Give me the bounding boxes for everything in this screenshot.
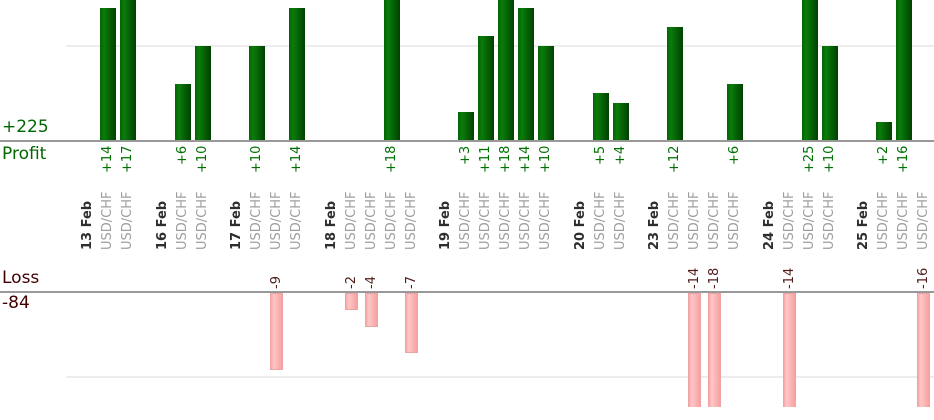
profit-axis-title: Profit [2, 144, 47, 164]
date-label: 19 Feb [438, 200, 453, 250]
profit-axis-line [0, 140, 934, 142]
date-label: 16 Feb [154, 200, 170, 250]
date-label: 20 Feb [572, 200, 588, 250]
symbol-label: USD/CHF [821, 191, 837, 251]
symbol-label: USD/CHF [781, 191, 797, 251]
profit-bar [289, 8, 305, 141]
profit-bar [801, 0, 818, 141]
loss-value-label: -18 [707, 267, 722, 289]
loss-axis-title: Loss [2, 268, 40, 288]
loss-gridline-10 [66, 376, 934, 378]
symbol-label: USD/CHF [612, 191, 628, 251]
loss-value-label: -9 [269, 276, 284, 289]
profit-bar [612, 103, 629, 141]
symbol-label: USD/CHF [687, 191, 702, 251]
profit-bar [194, 46, 211, 141]
symbol-label: USD/CHF [478, 191, 493, 251]
loss-value-label: -16 [916, 267, 931, 289]
profit-bar [458, 112, 474, 141]
symbol-label: USD/CHF [249, 191, 264, 251]
symbol-label: USD/CHF [174, 191, 190, 251]
loss-bar [782, 293, 796, 407]
symbol-label: USD/CHF [876, 191, 891, 251]
symbol-label: USD/CHF [363, 191, 379, 251]
symbol-label: USD/CHF [801, 191, 817, 251]
symbol-label: USD/CHF [289, 191, 304, 251]
loss-bar [364, 293, 378, 327]
profit-bar [100, 8, 116, 141]
loss-value-label: -4 [363, 276, 379, 289]
profit-bar [896, 0, 912, 141]
profit-plot-area [0, 0, 934, 141]
symbol-label: USD/CHF [194, 191, 210, 251]
date-label: 13 Feb [80, 200, 95, 250]
symbol-label: USD/CHF [707, 191, 722, 251]
symbol-label: USD/CHF [538, 191, 553, 251]
symbol-label: USD/CHF [458, 191, 473, 251]
loss-axis-line [0, 291, 934, 293]
loss-total-label: -84 [2, 293, 30, 313]
symbol-label: USD/CHF [498, 191, 513, 251]
date-label: 18 Feb [323, 200, 339, 250]
symbol-label: USD/CHF [100, 191, 115, 251]
symbol-label: USD/CHF [403, 191, 419, 251]
symbol-label: USD/CHF [383, 191, 399, 251]
loss-bar [708, 293, 721, 407]
symbol-label: USD/CHF [269, 191, 284, 251]
symbol-label: USD/CHF [592, 191, 608, 251]
symbol-label: USD/CHF [343, 191, 359, 251]
symbol-label: USD/CHF [727, 191, 742, 251]
loss-bar [404, 293, 418, 353]
profit-bar [120, 0, 136, 141]
date-label: 24 Feb [761, 200, 777, 250]
profit-bar [727, 84, 743, 141]
loss-value-label: -7 [403, 276, 419, 289]
profit-bar [518, 8, 534, 141]
symbol-label: USD/CHF [667, 191, 682, 251]
date-label: 17 Feb [229, 200, 244, 250]
loss-bar [917, 293, 930, 407]
profit-bar [478, 36, 494, 141]
loss-value-label: -14 [781, 267, 797, 289]
loss-value-label: -14 [687, 267, 702, 289]
profit-total-label: +225 [2, 117, 49, 137]
date-label: 23 Feb [647, 200, 662, 250]
profit-bar [667, 27, 683, 141]
profit-bar [249, 46, 265, 141]
profit-bar [174, 84, 191, 141]
symbol-label: USD/CHF [518, 191, 533, 251]
loss-plot-area [0, 293, 934, 407]
profit-bar [876, 122, 892, 141]
profit-bar [498, 0, 514, 141]
profit-bar [821, 46, 838, 141]
loss-bar [688, 293, 701, 407]
profit-bar [592, 93, 609, 141]
loss-value-label: -2 [343, 276, 359, 289]
symbol-label: USD/CHF [896, 191, 911, 251]
profit-bar [383, 0, 400, 141]
symbol-label: USD/CHF [120, 191, 135, 251]
loss-bar [270, 293, 283, 370]
profit-bar [538, 46, 554, 141]
date-label: 25 Feb [856, 200, 871, 250]
loss-bar [344, 293, 358, 310]
symbol-label: USD/CHF [916, 191, 931, 251]
